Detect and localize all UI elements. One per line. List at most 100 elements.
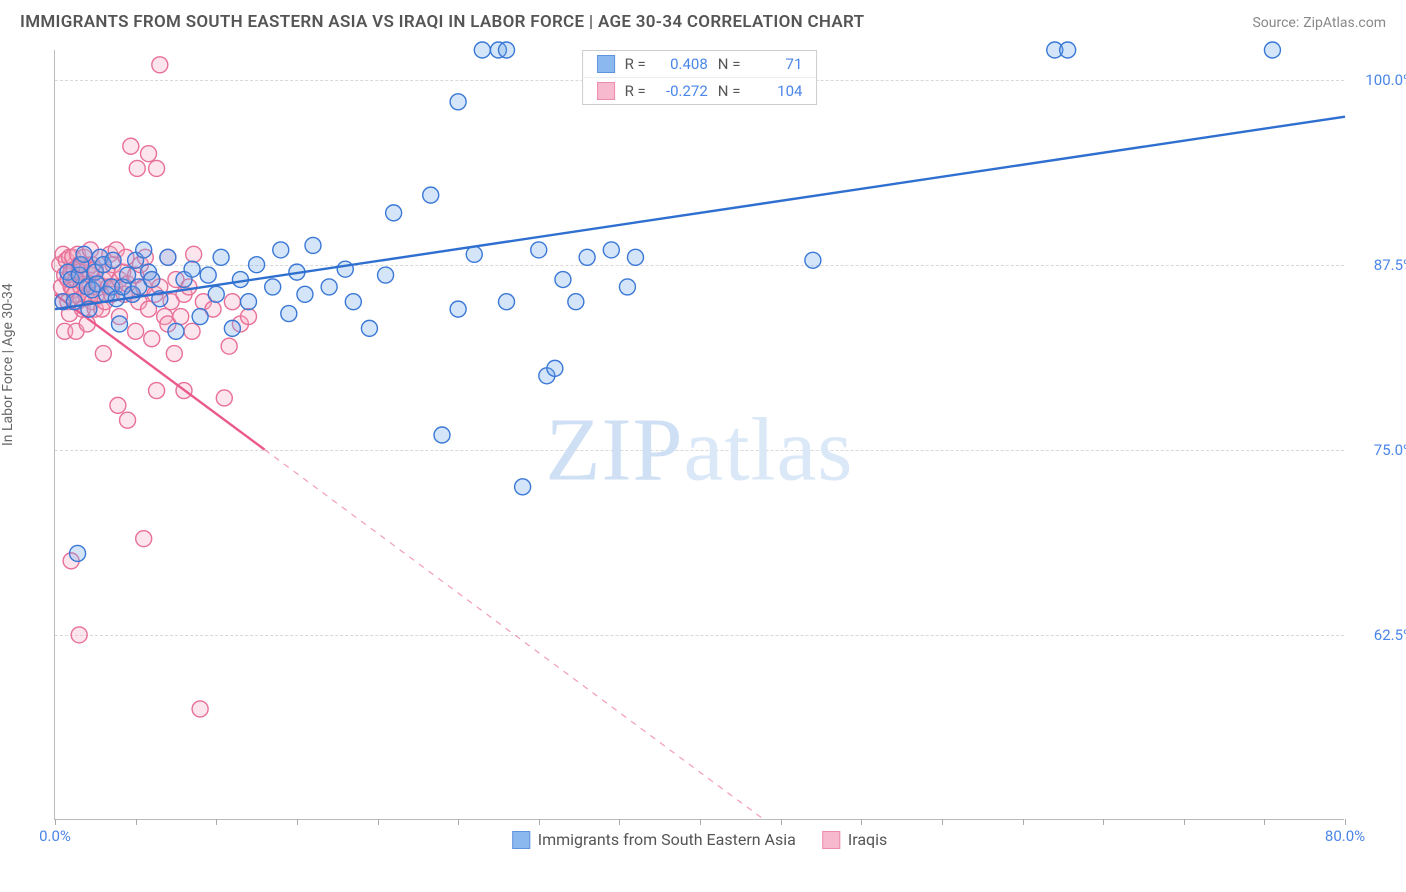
scatter-point <box>160 249 176 265</box>
scatter-point <box>474 42 490 58</box>
source-label: Source: <box>1252 15 1299 31</box>
x-tick-mark <box>378 819 379 825</box>
scatter-point <box>168 323 184 339</box>
scatter-point <box>149 383 165 399</box>
scatter-point <box>555 272 571 288</box>
scatter-point <box>192 701 208 717</box>
n-val-sea: 71 <box>750 55 802 73</box>
x-tick-mark <box>861 819 862 825</box>
scatter-point <box>184 323 200 339</box>
r-label: R = <box>625 55 646 73</box>
scatter-point <box>95 346 111 362</box>
chart-title: IMMIGRANTS FROM SOUTH EASTERN ASIA VS IR… <box>20 12 864 32</box>
scatter-point <box>1264 42 1280 58</box>
swatch-iraqi <box>597 82 615 100</box>
y-tick-label: 75.0% <box>1352 441 1406 459</box>
legend-item-sea: Immigrants from South Eastern Asia <box>512 830 796 849</box>
trend-line-dashed <box>265 450 765 820</box>
scatter-point <box>216 390 232 406</box>
x-tick-mark <box>1184 819 1185 825</box>
x-tick-mark <box>216 819 217 825</box>
x-tick-mark <box>619 819 620 825</box>
scatter-point <box>603 242 619 258</box>
scatter-point <box>1060 42 1076 58</box>
x-tick-mark <box>1264 819 1265 825</box>
swatch-sea <box>597 55 615 73</box>
scatter-point <box>213 249 229 265</box>
scatter-point <box>192 309 208 325</box>
n-val-iraqi: 104 <box>750 82 802 100</box>
scatter-point <box>128 323 144 339</box>
plot-area: ZIPatlas R = 0.408 N = 71 R = -0.272 N =… <box>54 50 1344 820</box>
scatter-point <box>105 252 121 268</box>
scatter-point <box>297 286 313 302</box>
scatter-point <box>628 249 644 265</box>
scatter-point <box>241 309 257 325</box>
legend-label-sea: Immigrants from South Eastern Asia <box>538 830 796 849</box>
scatter-point <box>141 146 157 162</box>
scatter-point <box>200 267 216 283</box>
y-tick-label: 100.0% <box>1352 71 1406 89</box>
scatter-point <box>450 301 466 317</box>
scatter-point <box>224 294 240 310</box>
x-tick-mark <box>458 819 459 825</box>
scatter-point <box>423 187 439 203</box>
scatter-point <box>110 397 126 413</box>
scatter-point <box>208 286 224 302</box>
scatter-point <box>136 531 152 547</box>
correlation-legend: R = 0.408 N = 71 R = -0.272 N = 104 <box>582 50 818 105</box>
legend-item-iraqi: Iraqis <box>822 830 887 849</box>
scatter-point <box>123 138 139 154</box>
y-axis-label: In Labor Force | Age 30-34 <box>0 283 16 446</box>
scatter-point <box>361 320 377 336</box>
scatter-svg <box>55 50 1344 819</box>
r-label: R = <box>625 82 646 100</box>
n-label: N = <box>718 55 741 73</box>
scatter-point <box>70 545 86 561</box>
scatter-point <box>273 242 289 258</box>
scatter-point <box>547 360 563 376</box>
scatter-point <box>568 294 584 310</box>
scatter-point <box>619 279 635 295</box>
legend-row-sea: R = 0.408 N = 71 <box>583 51 817 77</box>
n-label: N = <box>718 82 741 100</box>
scatter-point <box>434 427 450 443</box>
scatter-point <box>166 346 182 362</box>
scatter-point <box>579 249 595 265</box>
r-val-sea: 0.408 <box>656 55 708 73</box>
legend-row-iraqi: R = -0.272 N = 104 <box>583 77 817 104</box>
legend-label-iraqi: Iraqis <box>848 830 887 849</box>
scatter-point <box>241 294 257 310</box>
scatter-point <box>76 246 92 262</box>
scatter-point <box>805 252 821 268</box>
x-tick-mark <box>297 819 298 825</box>
scatter-point <box>173 309 189 325</box>
scatter-point <box>152 57 168 73</box>
scatter-point <box>144 331 160 347</box>
source: Source: ZipAtlas.com <box>1252 12 1386 31</box>
scatter-point <box>386 205 402 221</box>
scatter-point <box>345 294 361 310</box>
x-tick-mark <box>942 819 943 825</box>
scatter-point <box>499 42 515 58</box>
scatter-point <box>499 294 515 310</box>
trend-line <box>55 117 1345 310</box>
x-tick-mark <box>1345 819 1346 825</box>
x-tick-label: 0.0% <box>39 827 71 845</box>
scatter-point <box>515 479 531 495</box>
scatter-point <box>337 261 353 277</box>
scatter-point <box>136 242 152 258</box>
x-tick-label: 80.0% <box>1325 827 1365 845</box>
y-tick-label: 87.5% <box>1352 256 1406 274</box>
x-tick-mark <box>55 819 56 825</box>
scatter-point <box>71 627 87 643</box>
scatter-point <box>466 246 482 262</box>
scatter-point <box>149 160 165 176</box>
x-tick-mark <box>1103 819 1104 825</box>
scatter-point <box>249 257 265 273</box>
scatter-point <box>531 242 547 258</box>
swatch-sea-bottom <box>512 831 530 849</box>
x-tick-mark <box>136 819 137 825</box>
y-tick-label: 62.5% <box>1352 626 1406 644</box>
scatter-point <box>112 316 128 332</box>
